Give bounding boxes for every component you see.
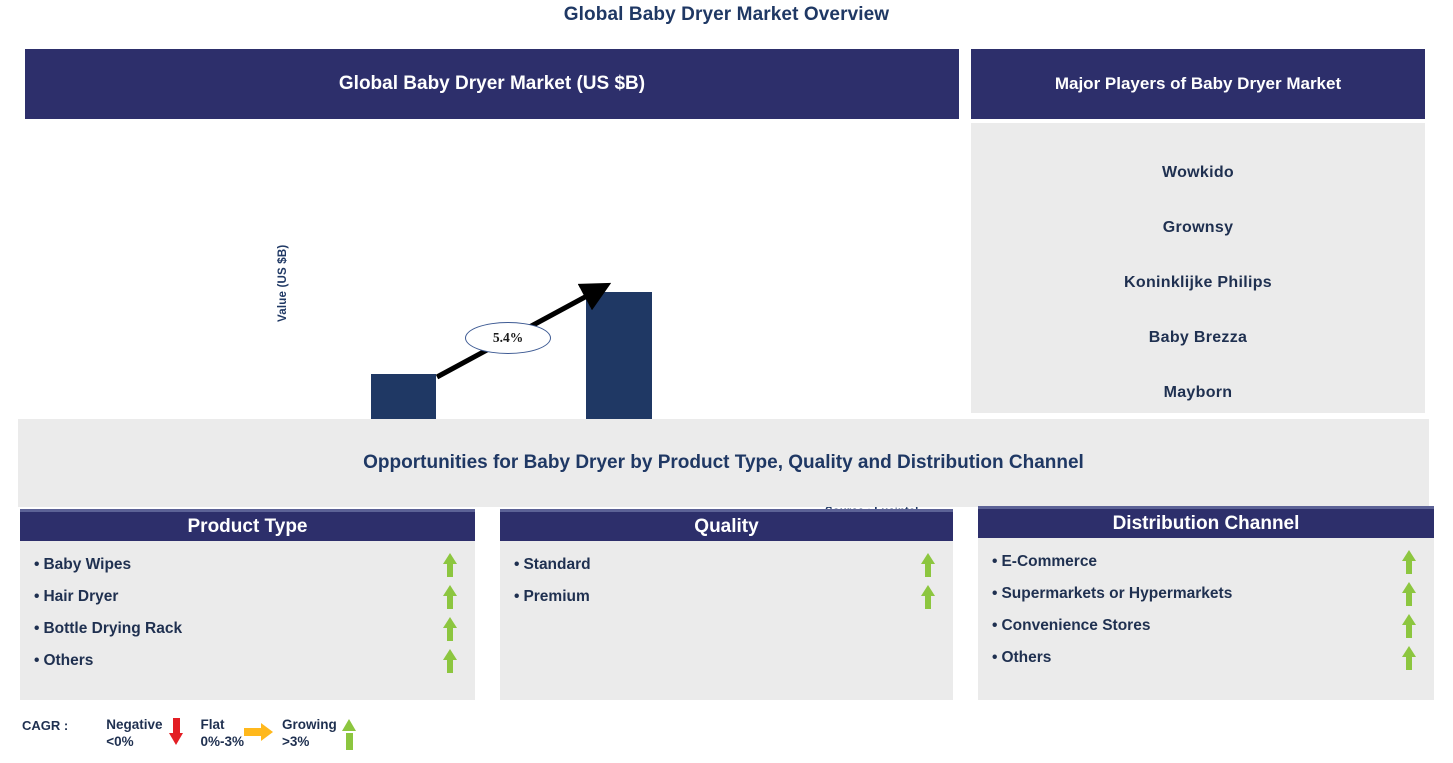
page-title: Global Baby Dryer Market Overview [563,4,890,25]
segment-item-label: • E-Commerce [992,553,1097,571]
cagr-legend: CAGR : Negative <0% Flat 0%-3% Growing >… [22,716,375,752]
arrow-up-icon [443,585,457,609]
legend-growing-range: >3% [282,734,310,749]
legend-negative-text: Negative <0% [106,716,162,750]
arrow-down-icon [163,716,195,752]
legend-item-growing: Growing >3% [282,716,369,752]
list-item: Baby Brezza [1148,329,1248,346]
arrow-up-icon [1402,614,1416,638]
arrow-right-icon [244,716,276,752]
bullet-glyph: • [34,620,40,637]
bullet-glyph: • [34,556,40,573]
segment-title: Quality [500,509,953,541]
chart-card-title: Global Baby Dryer Market (US $B) [338,73,646,94]
arrow-up-icon [1402,646,1416,670]
bullet-glyph: • [992,617,998,634]
list-item: • Standard [500,549,953,581]
list-item: • Hair Dryer [20,581,475,613]
y-axis-label: Value (US $B) [277,244,289,322]
segment-item-label: • Bottle Drying Rack [34,620,182,638]
list-item: • Premium [500,581,953,613]
arrow-up-icon [443,553,457,577]
legend-flat-text: Flat 0%-3% [201,716,245,750]
cagr-callout-bubble: 5.4% [465,322,551,354]
segment-item-label: • Convenience Stores [992,617,1150,635]
segment-list: • Baby Wipes • Hair Dryer • Bottle Drying R… [20,541,475,700]
bullet-glyph: • [514,556,520,573]
legend-negative-range: <0% [106,734,134,749]
segment-item-text: Bottle Drying Rack [43,620,183,637]
segment-item-label: • Others [34,652,93,670]
list-item: • Supermarkets or Hypermarkets [978,578,1434,610]
segment-list: • Standard • Premium [500,541,953,700]
segment-list: • E-Commerce • Supermarkets or Hypermarket… [978,538,1434,700]
segment-item-label: • Baby Wipes [34,556,131,574]
segment-item-label: • Others [992,649,1051,667]
arrow-up-icon [1402,582,1416,606]
bullet-glyph: • [992,585,998,602]
segment-item-text: Others [43,652,94,669]
bullet-glyph: • [992,649,998,666]
segment-item-label: • Standard [514,556,591,574]
list-item: • Bottle Drying Rack [20,613,475,645]
arrow-up-icon [337,716,369,752]
players-card-header: Major Players of Baby Dryer Market [971,49,1425,119]
segment-item-text: E-Commerce [1001,553,1098,570]
list-item: Grownsy [1162,219,1234,236]
legend-negative-name: Negative [106,717,163,732]
arrow-up-icon [921,553,935,577]
list-item: • Convenience Stores [978,610,1434,642]
segment-item-text: Hair Dryer [43,588,119,605]
segment-item-label: • Supermarkets or Hypermarkets [992,585,1232,603]
arrow-up-icon [1402,550,1416,574]
arrow-up-icon [921,585,935,609]
list-item: Mayborn [1163,384,1233,401]
cagr-legend-title: CAGR : [22,718,69,733]
bar-chart: Value (US $B) 2024 2031 5.4% Source : Lu… [25,119,959,524]
legend-item-flat: Flat 0%-3% [201,716,277,752]
legend-growing-name: Growing [282,717,337,732]
bullet-glyph: • [34,652,40,669]
bullet-glyph: • [34,588,40,605]
list-item: • Others [20,645,475,677]
segment-title: Distribution Channel [978,506,1434,538]
list-item: Koninklijke Philips [1124,274,1272,291]
segment-item-label: • Hair Dryer [34,588,118,606]
opportunities-banner-text: Opportunities for Baby Dryer by Product … [363,452,1084,473]
segment-item-text: Premium [523,588,590,605]
bullet-glyph: • [992,553,998,570]
legend-growing-text: Growing >3% [282,716,337,750]
legend-item-negative: Negative <0% [106,716,194,752]
players-card-title: Major Players of Baby Dryer Market [1054,74,1342,93]
list-item: • Others [978,642,1434,674]
segment-title: Product Type [20,509,475,541]
arrow-up-icon [443,649,457,673]
segment-item-text: Baby Wipes [43,556,132,573]
opportunities-banner: Opportunities for Baby Dryer by Product … [18,419,1429,507]
segment-item-text: Supermarkets or Hypermarkets [1001,585,1233,602]
segment-panel-quality: Quality • Standard • Premium [500,509,953,700]
segment-item-text: Others [1001,649,1052,666]
segment-panel-product-type: Product Type • Baby Wipes • Hair Dryer • Bo… [20,509,475,700]
legend-flat-range: 0%-3% [200,734,245,749]
legend-flat-name: Flat [200,717,225,732]
list-item: • Baby Wipes [20,549,475,581]
segment-panel-distribution-channel: Distribution Channel • E-Commerce • Superm… [978,506,1434,700]
chart-card-header: Global Baby Dryer Market (US $B) [25,49,959,119]
bullet-glyph: • [514,588,520,605]
list-item: • E-Commerce [978,546,1434,578]
segment-item-text: Convenience Stores [1001,617,1151,634]
list-item: Wowkido [1161,164,1235,181]
segment-item-text: Standard [523,556,591,573]
players-list: Wowkido Grownsy Koninklijke Philips Baby… [971,123,1425,413]
segment-item-label: • Premium [514,588,590,606]
arrow-up-icon [443,617,457,641]
